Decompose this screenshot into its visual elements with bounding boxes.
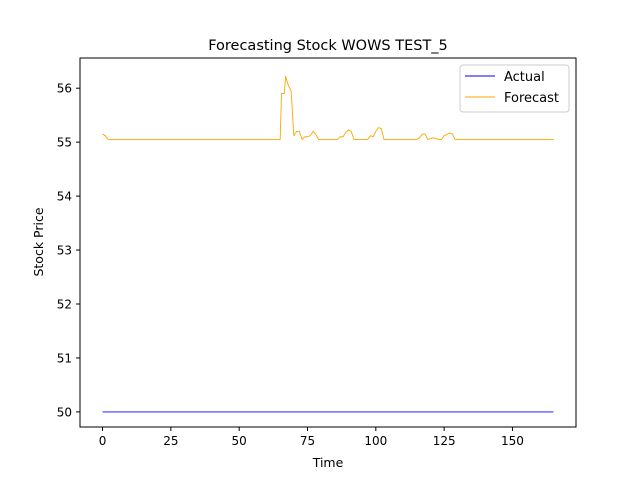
plot-frame [79,57,577,428]
legend-actual-label: Actual [504,70,545,85]
x-tick-label: 0 [99,434,107,448]
plot-area [79,57,577,428]
chart-title: Forecasting Stock WOWS TEST_5 [208,38,448,54]
y-tick-label: 53 [57,244,72,258]
y-axis-label: Stock Price [31,207,46,276]
x-tick-label: 75 [300,434,315,448]
x-axis-label: Time [312,455,344,470]
x-axis: 0 25 50 75 100 125 150 [99,427,524,448]
legend-forecast-label: Forecast [504,91,559,106]
x-tick-label: 100 [364,434,387,448]
y-tick-label: 52 [57,298,72,312]
legend-box [459,64,570,113]
y-tick-label: 56 [57,82,72,96]
x-tick-label: 125 [433,434,456,448]
y-tick-label: 51 [57,351,72,365]
y-axis: 50 51 52 53 54 55 56 [57,82,80,419]
series-line-forecast [102,75,554,140]
x-tick-label: 150 [501,434,524,448]
series-layer [102,75,554,413]
x-tick-label: 50 [232,434,247,448]
legend: Actual Forecast [459,64,570,113]
y-tick-label: 54 [57,190,72,204]
y-tick-label: 50 [57,405,72,419]
y-tick-label: 55 [57,136,72,150]
x-tick-label: 25 [163,434,178,448]
